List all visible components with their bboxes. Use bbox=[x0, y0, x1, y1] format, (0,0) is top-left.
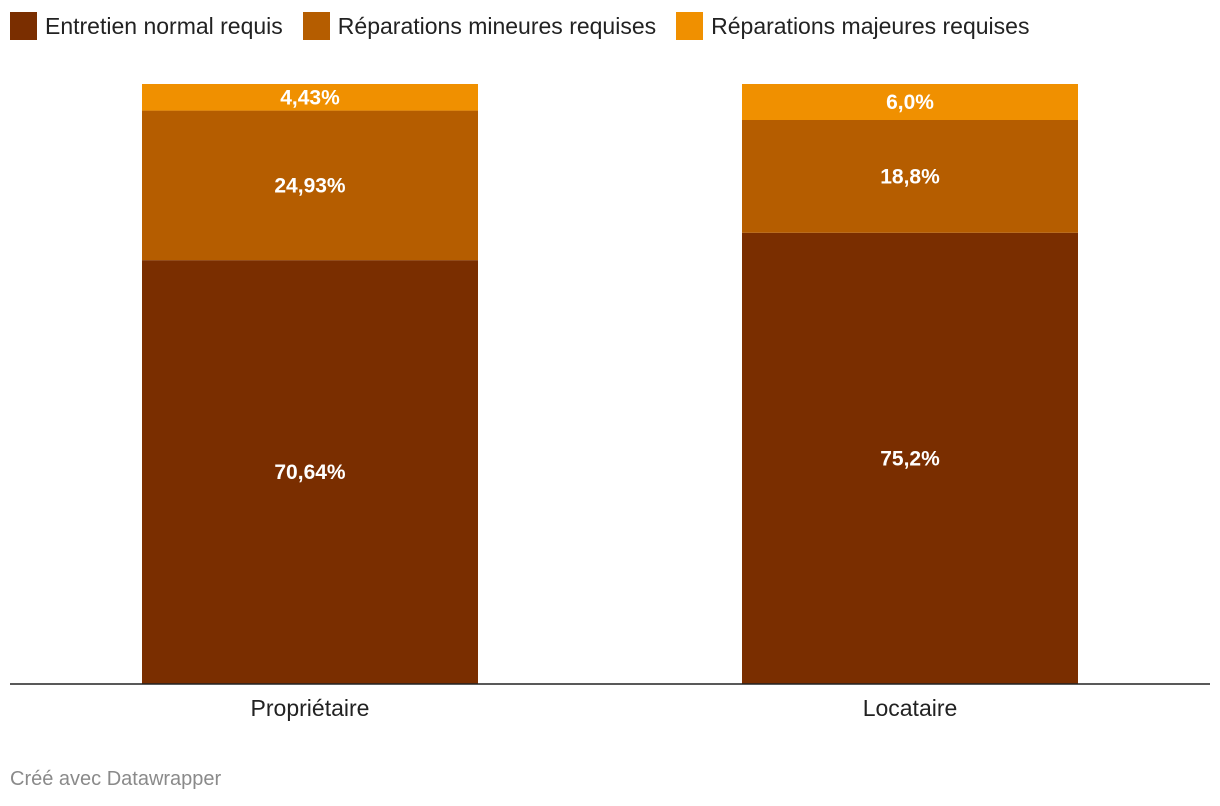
legend-swatch-reparations-majeures bbox=[676, 12, 704, 40]
bar-segment-locataire-0 bbox=[742, 232, 1078, 685]
x-tick-label-proprietaire: Propriétaire bbox=[251, 695, 370, 721]
data-label-locataire-2: 6,0% bbox=[886, 91, 934, 114]
data-label-proprietaire-1: 24,93% bbox=[274, 174, 346, 197]
bar-segment-proprietaire-0 bbox=[142, 260, 478, 684]
legend-label-reparations-majeures: Réparations majeures requises bbox=[711, 12, 1030, 39]
legend-item-reparations-mineures: Réparations mineures requises bbox=[302, 12, 657, 40]
legend-swatch-reparations-mineures bbox=[302, 12, 330, 40]
credit-text: Créé avec Datawrapper bbox=[10, 768, 222, 790]
legend-label-entretien-normal: Entretien normal requis bbox=[45, 12, 283, 39]
bar-segment-locataire-2 bbox=[742, 84, 1078, 120]
data-label-locataire-0: 75,2% bbox=[880, 447, 940, 470]
bar-segment-locataire-1 bbox=[742, 120, 1078, 233]
legend-label-reparations-mineures: Réparations mineures requises bbox=[337, 12, 657, 39]
x-tick-label-locataire: Locataire bbox=[863, 695, 958, 721]
stacked-bar-chart: 70,64% 24,93% 4,43% Propriétaire 75,2% 18,8% 6… bbox=[10, 84, 1210, 721]
bar-segment-proprietaire-1 bbox=[142, 110, 478, 261]
data-label-locataire-1: 18,8% bbox=[880, 165, 940, 188]
legend-item-entretien-normal: Entretien normal requis bbox=[10, 12, 283, 40]
legend-swatch-entretien-normal bbox=[10, 12, 37, 40]
data-label-proprietaire-2: 4,43% bbox=[280, 86, 340, 109]
legend: Entretien normal requis Réparations mine… bbox=[10, 12, 1049, 40]
bar-segment-proprietaire-2 bbox=[142, 84, 478, 111]
legend-item-reparations-majeures: Réparations majeures requises bbox=[676, 12, 1029, 40]
data-label-proprietaire-0: 70,64% bbox=[274, 461, 346, 484]
